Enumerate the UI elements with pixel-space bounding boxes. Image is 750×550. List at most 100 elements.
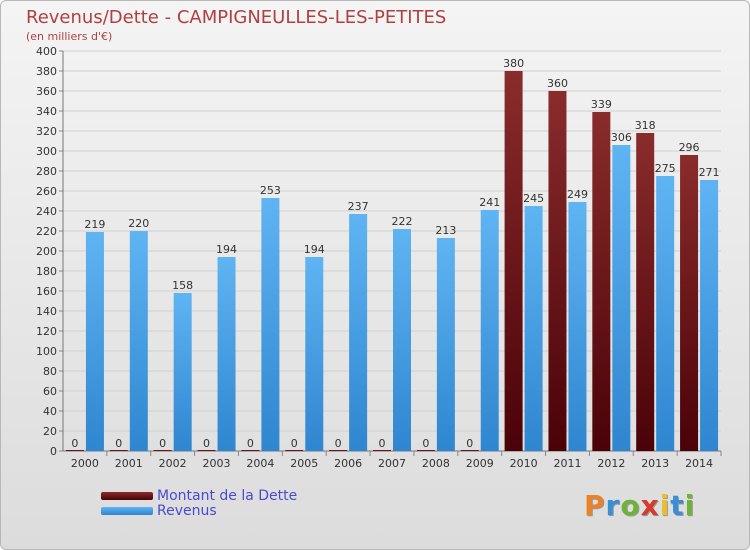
y-tick-label: 360: [36, 85, 57, 98]
data-label-revenus: 213: [435, 224, 456, 237]
data-label-dette: 0: [71, 437, 78, 450]
chart-title: Revenus/Dette - CAMPIGNEULLES-LES-PETITE…: [26, 7, 447, 28]
bar-dette: [153, 450, 172, 451]
data-label-dette: 0: [115, 437, 122, 450]
y-tick-label: 300: [36, 145, 57, 158]
data-labels: 0 219 0 220 0 158 0 194 0 253 0 194 0 237 0 222 0 213 0 241…: [71, 57, 719, 450]
x-tick-label: 2000: [71, 457, 99, 470]
x-tick-label: 2001: [115, 457, 143, 470]
logo-letter: i: [684, 489, 696, 522]
x-tick-label: 2012: [597, 457, 625, 470]
x-tick-label: 2006: [334, 457, 362, 470]
y-tick-label: 80: [43, 365, 57, 378]
axes: 0 20 40 60 80 100 120 140 160 180 200 220 240 260 280 3…: [36, 45, 722, 470]
x-tick-label: 2004: [246, 457, 274, 470]
x-tick-label: 2010: [510, 457, 538, 470]
bar-dette: [197, 450, 216, 451]
data-label-revenus: 158: [172, 279, 193, 292]
bar-revenus: [524, 206, 543, 451]
bar-revenus: [349, 214, 368, 451]
bar-revenus: [612, 145, 631, 451]
bar-dette: [504, 71, 523, 451]
x-tick-label: 2005: [290, 457, 318, 470]
proxiti-logo: Proxiti: [584, 489, 695, 522]
data-label-revenus: 275: [655, 162, 676, 175]
data-label-dette: 0: [291, 437, 298, 450]
y-tick-label: 380: [36, 65, 57, 78]
x-tick-label: 2007: [378, 457, 406, 470]
y-tick-label: 120: [36, 325, 57, 338]
bar-revenus: [656, 176, 675, 451]
x-tick-label: 2003: [203, 457, 231, 470]
logo-letter: r: [605, 489, 621, 522]
data-label-revenus: 194: [304, 243, 325, 256]
y-tick-label: 100: [36, 345, 57, 358]
bar-revenus: [261, 198, 280, 451]
y-tick-label: 40: [43, 405, 57, 418]
bar-revenus: [129, 231, 148, 451]
y-tick-label: 220: [36, 225, 57, 238]
bar-dette: [65, 450, 84, 451]
data-label-dette: 0: [159, 437, 166, 450]
y-tick-label: 20: [43, 425, 57, 438]
logo-letter: i: [659, 489, 671, 522]
legend-swatch-revenus: [101, 506, 153, 515]
logo-letter: t: [670, 489, 685, 522]
legend-item-revenus: Revenus: [101, 503, 297, 519]
data-label-revenus: 237: [348, 200, 369, 213]
data-label-revenus: 253: [260, 184, 281, 197]
data-label-revenus: 220: [128, 217, 149, 230]
y-tick-label: 200: [36, 245, 57, 258]
bar-dette: [416, 450, 435, 451]
y-tick-label: 240: [36, 205, 57, 218]
y-tick-label: 140: [36, 305, 57, 318]
data-label-dette: 0: [247, 437, 254, 450]
legend-swatch-dette: [101, 491, 153, 500]
data-label-dette: 0: [203, 437, 210, 450]
data-label-revenus: 271: [699, 166, 720, 179]
bar-dette: [548, 91, 567, 451]
x-tick-label: 2014: [685, 457, 713, 470]
x-tick-label: 2011: [553, 457, 581, 470]
data-label-revenus: 245: [523, 192, 544, 205]
legend-item-dette: Montant de la Dette: [101, 487, 298, 504]
x-tick-label: 2013: [641, 457, 669, 470]
data-label-dette: 0: [335, 437, 342, 450]
x-tick-label: 2002: [159, 457, 187, 470]
logo-letter: x: [640, 489, 660, 522]
data-label-revenus: 219: [84, 218, 105, 231]
data-label-dette: 296: [679, 141, 700, 154]
bar-dette: [329, 450, 348, 451]
y-tick-label: 280: [36, 165, 57, 178]
y-tick-label: 60: [43, 385, 57, 398]
logo-letter: o: [620, 489, 641, 522]
y-tick-label: 180: [36, 265, 57, 278]
data-label-revenus: 194: [216, 243, 237, 256]
x-tick-label: 2009: [466, 457, 494, 470]
y-tick-label: 160: [36, 285, 57, 298]
bar-dette: [592, 112, 611, 451]
data-label-revenus: 241: [479, 196, 500, 209]
bar-revenus: [305, 257, 324, 451]
data-label-revenus: 222: [392, 215, 413, 228]
bar-revenus: [700, 180, 719, 451]
legend-label-dette: Montant de la Dette: [157, 487, 298, 504]
y-tick-label: 400: [36, 45, 57, 58]
y-tick-label: 260: [36, 185, 57, 198]
bar-revenus: [436, 238, 455, 451]
y-tick-label: 0: [50, 445, 57, 458]
bar-revenus: [217, 257, 236, 451]
y-tick-label: 320: [36, 125, 57, 138]
data-label-dette: 0: [466, 437, 473, 450]
bar-dette: [460, 450, 479, 451]
data-label-dette: 380: [503, 57, 524, 70]
bar-revenus: [173, 293, 192, 451]
bar-dette: [109, 450, 128, 451]
bars: [65, 71, 719, 451]
bar-dette: [636, 133, 655, 451]
y-tick-label: 340: [36, 105, 57, 118]
bar-dette: [680, 155, 699, 451]
grid-lines: [63, 50, 721, 452]
